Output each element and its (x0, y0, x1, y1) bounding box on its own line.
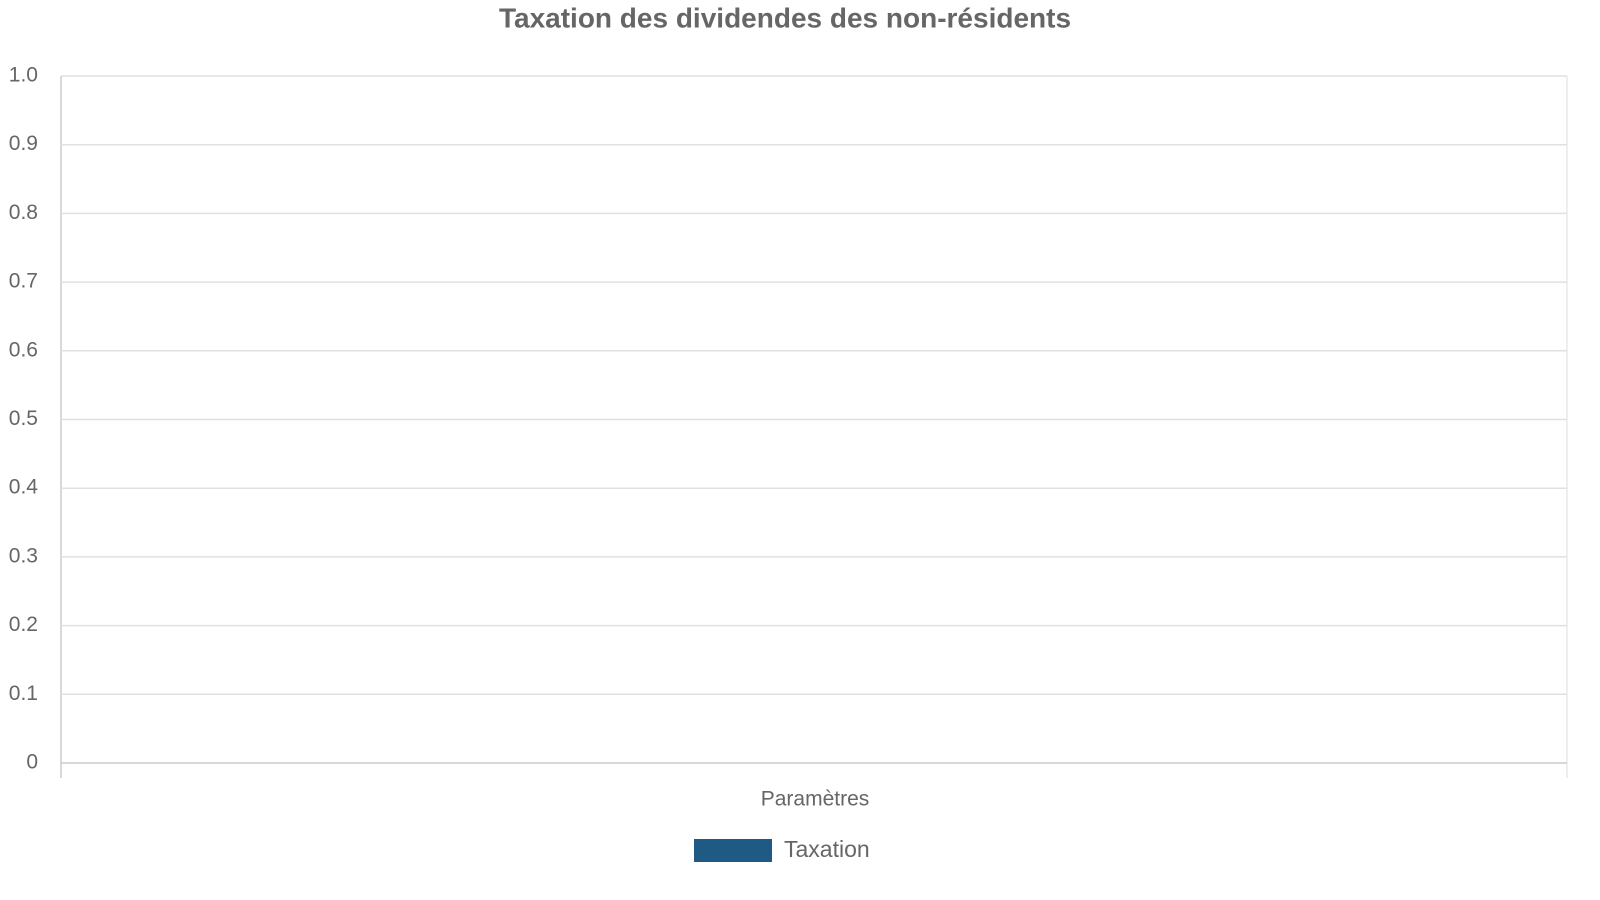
y-tick-label: 0.3 (9, 544, 38, 567)
y-tick-label: 1.0 (9, 64, 38, 87)
y-tick-label: 0.7 (9, 270, 38, 293)
y-tick-label: 0.9 (9, 132, 38, 155)
y-tick-label: 0 (26, 751, 38, 774)
x-axis-label: Paramètres (761, 788, 870, 811)
y-tick-label: 0.8 (9, 201, 38, 224)
legend-swatch (694, 839, 772, 862)
y-tick-label: 0.6 (9, 338, 38, 361)
y-tick-label: 0.4 (9, 476, 39, 499)
chart-title: Taxation des dividendes des non-résident… (499, 2, 1071, 33)
legend-label: Taxation (784, 836, 870, 862)
y-tick-label: 0.1 (9, 682, 38, 705)
y-tick-label: 0.2 (9, 613, 38, 636)
y-tick-label: 0.5 (9, 407, 38, 430)
